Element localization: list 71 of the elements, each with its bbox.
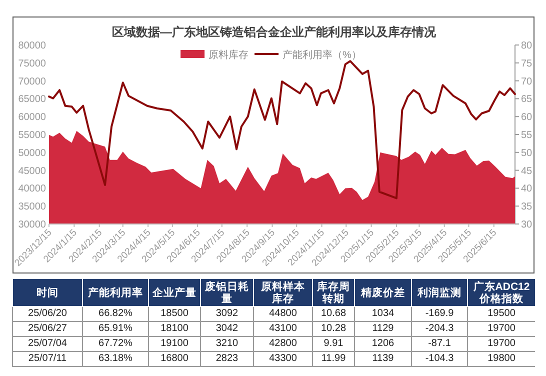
text: 42800 (254, 336, 312, 352)
y-tick-label: 65000 (18, 94, 46, 106)
y2-tick-label: 30 (521, 220, 533, 230)
legend-label: 产能利用率（%） (282, 49, 362, 61)
y-tick-label: 80000 (18, 40, 46, 52)
y-tick-label: 70000 (18, 76, 46, 88)
text: 3210 (200, 336, 254, 352)
text: 11.99 (312, 352, 354, 366)
category-label: 时间 (12, 278, 82, 306)
text: 19100 (148, 336, 200, 352)
text: 66.82% (82, 306, 148, 322)
y-tick-label: 30000 (18, 220, 46, 230)
y2-tick-label: 80 (521, 40, 533, 52)
text: 18100 (148, 322, 200, 336)
text: 3042 (200, 322, 254, 336)
text: 19500 (468, 306, 536, 322)
text: 44800 (254, 306, 312, 322)
text: 1139 (354, 352, 412, 366)
y-tick-label: 40000 (18, 184, 46, 195)
text: 25/06/27 (12, 322, 82, 336)
y2-tick-label: 70 (521, 76, 533, 88)
text: 10.68 (312, 306, 354, 322)
text: -104.3 (412, 352, 468, 366)
text: 19800 (468, 352, 536, 366)
category-label: 库存周转期 (312, 278, 354, 306)
text: 18500 (148, 306, 200, 322)
text: -87.1 (412, 336, 468, 352)
y2-tick-label: 60 (521, 112, 533, 124)
y-tick-label: 50000 (18, 148, 46, 159)
text: 10.28 (312, 322, 354, 336)
category-label: 利润监测 (412, 278, 468, 306)
category-label: 废铝日耗量 (200, 278, 254, 306)
text: 43100 (254, 322, 312, 336)
line-series (48, 60, 516, 200)
y2-tick-label: 55 (521, 130, 533, 141)
y2-tick-label: 40 (521, 184, 533, 195)
text: -169.9 (412, 306, 468, 322)
text: 1034 (354, 306, 412, 322)
text: -204.3 (412, 322, 468, 336)
category-label: 产能利用率 (82, 278, 148, 306)
text: 25/06/20 (12, 306, 82, 322)
text: 63.18% (82, 352, 148, 366)
text: 25/07/04 (12, 336, 82, 352)
category-label: 原料样本库存 (254, 278, 312, 306)
y2-tick-label: 75 (521, 58, 533, 70)
category-label: 广东ADC12价格指数 (468, 278, 536, 306)
text: 65.91% (82, 322, 148, 336)
text: 9.91 (312, 336, 354, 352)
y2-tick-label: 45 (521, 166, 533, 177)
category-label: 企业产量 (148, 278, 200, 306)
text: 19700 (468, 322, 536, 336)
text: 19700 (468, 336, 536, 352)
text: 43300 (254, 352, 312, 366)
y2-tick-label: 65 (521, 94, 533, 106)
y-tick-label: 55000 (18, 130, 46, 141)
text: 1129 (354, 322, 412, 336)
text: 2823 (200, 352, 254, 366)
y-tick-label: 75000 (18, 58, 46, 70)
y-tick-label: 60000 (18, 112, 46, 124)
category-label: 精废价差 (354, 278, 412, 306)
y2-tick-label: 35 (521, 202, 533, 213)
y-tick-label: 35000 (18, 202, 46, 213)
text: 3092 (200, 306, 254, 322)
chart-title: 区域数据—广东地区铸造铝合金企业产能利用率以及库存情况 (112, 25, 437, 39)
text: 16800 (148, 352, 200, 366)
y2-tick-label: 50 (521, 148, 533, 159)
y-tick-label: 45000 (18, 166, 46, 177)
text: 67.72% (82, 336, 148, 352)
legend-label: 原料库存 (208, 49, 249, 61)
text: 1206 (354, 336, 412, 352)
text: 25/07/11 (12, 352, 82, 366)
